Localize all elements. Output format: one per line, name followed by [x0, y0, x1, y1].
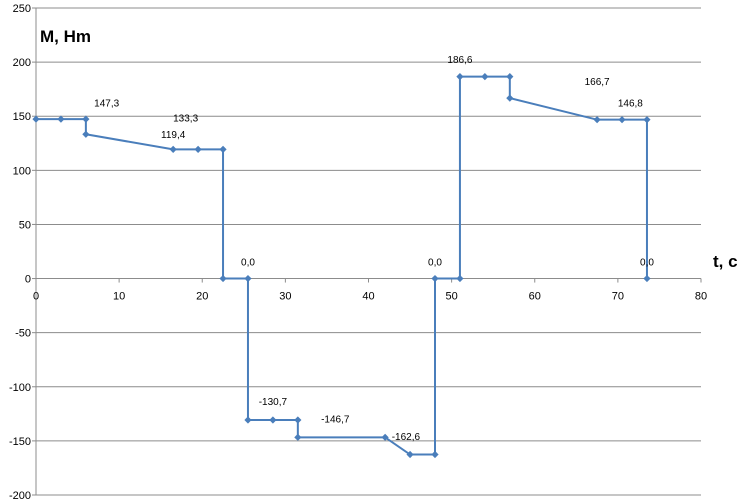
y-tick-labels: 250 200 150 100 50 0 -50 -100 -150 -200 [9, 3, 36, 502]
x-tick-label: 50 [446, 291, 458, 303]
data-labels: 147,3 133,3 119,4 0,0 -130,7 -146,7 -162,6 0,0 1… [94, 55, 654, 443]
data-point [456, 73, 464, 81]
data-point [481, 73, 489, 81]
data-point [219, 145, 227, 153]
y-tick-label: -100 [9, 382, 31, 394]
data-point [82, 130, 90, 138]
y-tick-label: 150 [13, 111, 31, 123]
x-tick-label: 0 [33, 291, 39, 303]
data-point [82, 115, 90, 123]
data-point [57, 115, 65, 123]
data-label: 146,8 [618, 98, 643, 109]
series-points [32, 73, 651, 459]
x-axis-title: t, c [713, 252, 738, 271]
data-label: 186,6 [447, 55, 472, 66]
data-point [381, 433, 389, 441]
x-tick-label: 20 [196, 291, 208, 303]
data-point [244, 274, 252, 283]
data-label: -130,7 [259, 397, 288, 408]
data-point [32, 115, 40, 123]
data-label: 166,7 [585, 77, 610, 88]
x-tick-label: 30 [279, 291, 291, 303]
x-tick-labels: 0 10 20 30 40 50 60 70 80 [33, 278, 707, 303]
data-point [219, 274, 227, 283]
data-point [506, 94, 514, 102]
y-tick-label: 50 [19, 219, 31, 231]
series-lines [36, 75, 648, 456]
data-label: 133,3 [173, 114, 198, 125]
x-tick-label: 40 [362, 291, 374, 303]
data-point [169, 145, 177, 153]
data-label: 119,4 [161, 130, 186, 141]
data-label: 0,0 [241, 258, 255, 269]
x-tick-label: 70 [612, 291, 624, 303]
data-label: 0,0 [640, 258, 654, 269]
series-line-0 [36, 75, 648, 456]
data-point [431, 450, 439, 459]
data-point [431, 274, 439, 283]
data-point [456, 274, 464, 283]
data-point [593, 116, 601, 124]
data-label: 0,0 [428, 258, 442, 269]
x-tick-label: 60 [529, 291, 541, 303]
y-tick-label: 250 [13, 3, 31, 15]
data-point [506, 73, 514, 81]
data-point [294, 416, 302, 424]
y-tick-label: -150 [9, 436, 31, 448]
data-point [194, 145, 202, 153]
y-tick-label: 100 [13, 165, 31, 177]
y-axis-title: M, Hm [40, 27, 91, 46]
data-point [294, 433, 302, 441]
x-tick-label: 10 [113, 291, 125, 303]
y-tick-label: 0 [25, 274, 31, 286]
data-point [643, 274, 651, 283]
y-tick-label: -50 [15, 328, 31, 340]
data-point [269, 416, 277, 424]
x-tick-label: 80 [695, 291, 707, 303]
y-tick-label: 200 [13, 57, 31, 69]
data-label: -162,6 [392, 432, 421, 443]
data-point [618, 116, 626, 124]
data-point [643, 116, 651, 124]
data-label: -146,7 [321, 414, 350, 425]
data-point [406, 450, 414, 459]
y-tick-label: -200 [9, 490, 31, 502]
data-label: 147,3 [94, 98, 119, 109]
data-point [244, 416, 252, 424]
